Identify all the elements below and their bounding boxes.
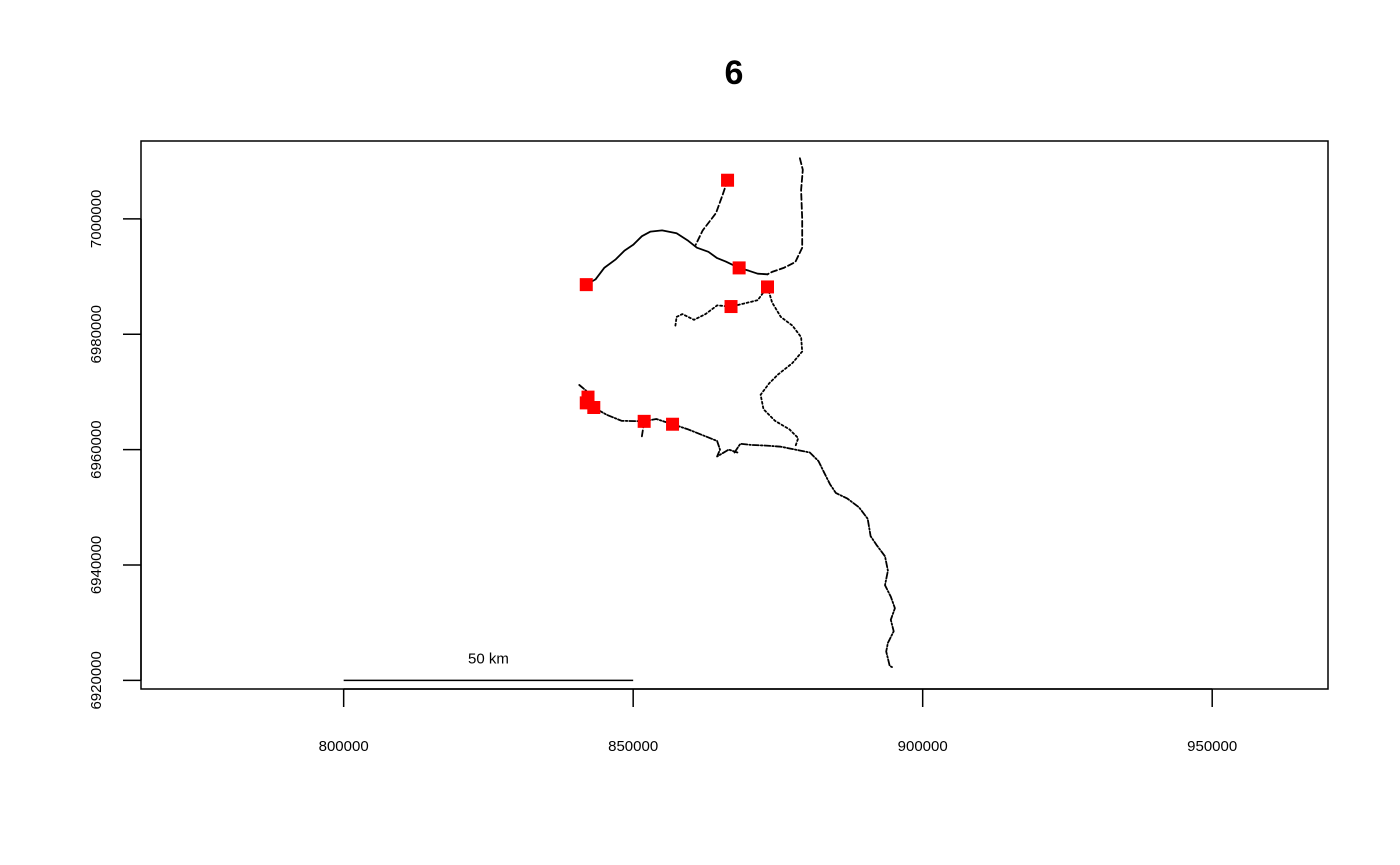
site-points — [579, 173, 775, 431]
y-tick-label: 6960000 — [88, 420, 105, 478]
site-point — [732, 261, 746, 275]
site-point — [724, 300, 738, 314]
river-line-dashed — [766, 157, 804, 276]
river-line-dashdot — [733, 442, 896, 668]
river-line-solid — [585, 229, 769, 286]
x-tick-label: 800000 — [319, 738, 369, 755]
river-line-dotted — [759, 285, 804, 448]
y-tick-label: 7000000 — [88, 190, 105, 248]
y-axis: 6920000 6940000 6960000 6980000 7000000 — [88, 190, 142, 710]
y-tick-label: 6980000 — [88, 305, 105, 363]
site-point — [587, 401, 601, 415]
x-tick-label: 900000 — [898, 738, 948, 755]
river-lines — [578, 157, 896, 668]
x-tick-label: 850000 — [608, 738, 658, 755]
site-point — [666, 417, 680, 431]
scale-bar-label: 50 km — [468, 650, 509, 667]
plot-title: 6 — [725, 54, 744, 92]
river-line-dashed — [694, 179, 729, 246]
river-line-dotted — [674, 285, 769, 327]
plot-frame — [140, 140, 1329, 690]
site-point — [721, 173, 735, 187]
river-line-dashdot — [578, 384, 739, 458]
x-tick-label: 950000 — [1187, 738, 1237, 755]
site-point — [637, 414, 651, 428]
site-point — [761, 280, 775, 294]
y-tick-label: 6920000 — [88, 651, 105, 709]
y-tick-label: 6940000 — [88, 536, 105, 594]
scale-bar: 50 km — [343, 650, 634, 682]
x-axis: 800000 850000 900000 950000 — [319, 688, 1237, 755]
site-point — [579, 278, 593, 292]
